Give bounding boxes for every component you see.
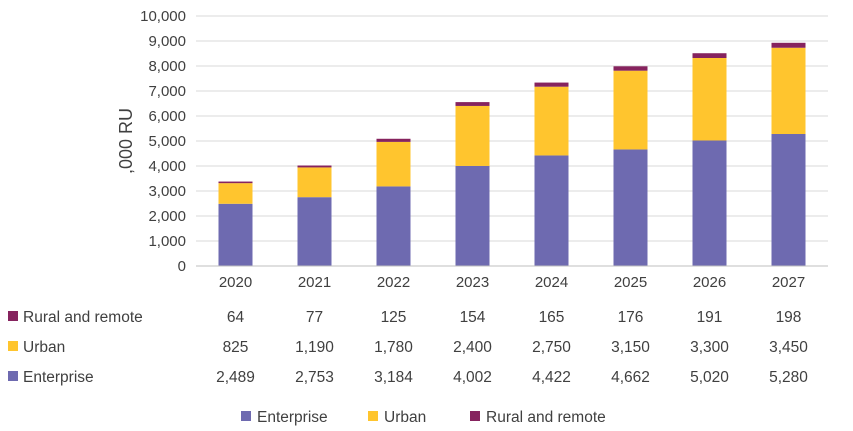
table-cell: 3,300: [690, 339, 729, 356]
table-cell: 5,280: [769, 369, 808, 386]
table-row-label: Rural and remote: [23, 309, 143, 326]
y-axis-label: ,000 RU: [116, 108, 136, 174]
bar-rural-and-remote: [218, 181, 253, 184]
table-cell: 77: [306, 309, 323, 326]
data-table: Rural and remote 64 77 125 154 165 176 191 198 Ur…: [8, 309, 808, 386]
y-tick-label: 8,000: [148, 58, 186, 75]
legend-label: Enterprise: [257, 409, 328, 426]
bar-enterprise: [218, 203, 253, 266]
bar-enterprise: [297, 197, 332, 266]
bar-rural-and-remote: [771, 42, 806, 48]
y-tick-label: 7,000: [148, 83, 186, 100]
table-cell: 4,422: [532, 369, 571, 386]
x-tick-label: 2025: [614, 274, 647, 291]
bar-urban: [376, 141, 411, 187]
table-cell: 4,002: [453, 369, 492, 386]
table-cell: 5,020: [690, 369, 729, 386]
bar-urban: [534, 86, 569, 156]
bar-rural-and-remote: [692, 53, 727, 58]
y-tick-label: 0: [178, 258, 186, 275]
x-tick-label: 2020: [219, 274, 252, 291]
y-tick-label: 4,000: [148, 158, 186, 175]
bar-urban: [692, 58, 727, 141]
x-tick-label: 2027: [772, 274, 805, 291]
legend-swatch-urban: [368, 411, 378, 421]
table-row-label: Enterprise: [23, 369, 94, 386]
y-tick-label: 2,000: [148, 208, 186, 225]
bar-enterprise: [376, 186, 411, 266]
table-cell: 2,400: [453, 339, 492, 356]
legend-swatch-rural-and-remote: [470, 411, 480, 421]
table-cell: 3,450: [769, 339, 808, 356]
table-swatch-rural-and-remote: [8, 311, 18, 321]
x-tick-label: 2024: [535, 274, 568, 291]
bar-urban: [218, 183, 253, 204]
bar-urban: [297, 167, 332, 198]
legend-label: Rural and remote: [486, 409, 606, 426]
x-tick-label: 2021: [298, 274, 331, 291]
bar-rural-and-remote: [613, 66, 648, 71]
bar-enterprise: [455, 165, 490, 266]
y-tick-label: 1,000: [148, 233, 186, 250]
table-cell: 3,150: [611, 339, 650, 356]
table-cell: 1,190: [295, 339, 334, 356]
y-tick-label: 9,000: [148, 33, 186, 50]
table-cell: 1,780: [374, 339, 413, 356]
x-axis-ticks: 2020 2021 2022 2023 2024 2025 2026 2027: [219, 274, 805, 291]
bar-enterprise: [534, 155, 569, 266]
y-tick-label: 6,000: [148, 108, 186, 125]
y-axis-ticks: 0 1,000 2,000 3,000 4,000 5,000 6,000 7,000 8,00…: [140, 8, 186, 275]
y-tick-label: 10,000: [140, 8, 186, 25]
table-cell: 176: [618, 309, 644, 326]
bar-rural-and-remote: [297, 165, 332, 168]
table-cell: 2,753: [295, 369, 334, 386]
table-cell: 3,184: [374, 369, 413, 386]
bar-enterprise: [771, 134, 806, 266]
table-cell: 154: [460, 309, 486, 326]
gridlines: [196, 15, 828, 242]
table-cell: 165: [539, 309, 565, 326]
table-cell: 2,489: [216, 369, 255, 386]
x-tick-label: 2023: [456, 274, 489, 291]
table-cell: 2,750: [532, 339, 571, 356]
y-tick-label: 5,000: [148, 133, 186, 150]
table-cell: 198: [776, 309, 802, 326]
y-tick-label: 3,000: [148, 183, 186, 200]
bar-rural-and-remote: [455, 102, 490, 106]
table-cell: 191: [697, 309, 723, 326]
bar-urban: [613, 70, 648, 150]
bars: [218, 42, 806, 266]
bar-urban: [771, 47, 806, 134]
legend: Enterprise Urban Rural and remote: [241, 409, 606, 426]
bar-enterprise: [692, 140, 727, 266]
table-cell: 825: [223, 339, 249, 356]
table-cell: 125: [381, 309, 407, 326]
legend-swatch-enterprise: [241, 411, 251, 421]
bar-urban: [455, 105, 490, 166]
table-cell: 4,662: [611, 369, 650, 386]
bar-rural-and-remote: [376, 138, 411, 142]
x-tick-label: 2026: [693, 274, 726, 291]
table-swatch-enterprise: [8, 371, 18, 381]
legend-label: Urban: [384, 409, 426, 426]
table-row-label: Urban: [23, 339, 65, 356]
bar-enterprise: [613, 149, 648, 266]
table-cell: 64: [227, 309, 245, 326]
table-swatch-urban: [8, 341, 18, 351]
x-tick-label: 2022: [377, 274, 410, 291]
bar-rural-and-remote: [534, 82, 569, 87]
